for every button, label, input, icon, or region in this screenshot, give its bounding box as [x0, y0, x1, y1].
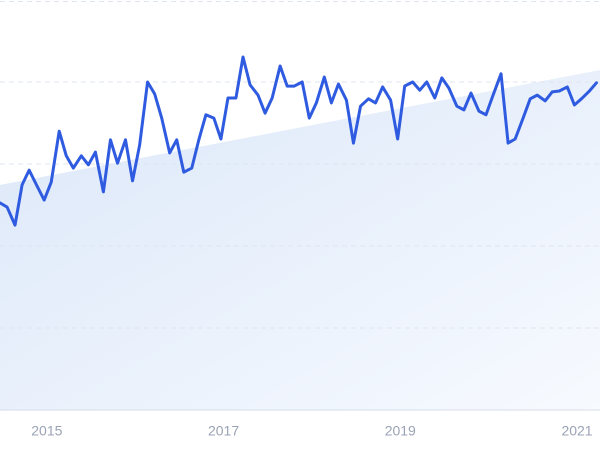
data-line: [0, 55, 598, 227]
trend-area: [0, 70, 600, 410]
x-tick-label: 2019: [385, 423, 416, 439]
x-tick-label: 2015: [31, 423, 62, 439]
x-tick-label: 2021: [561, 423, 592, 439]
x-tick-label: 2017: [208, 423, 239, 439]
plot: [0, 55, 598, 227]
